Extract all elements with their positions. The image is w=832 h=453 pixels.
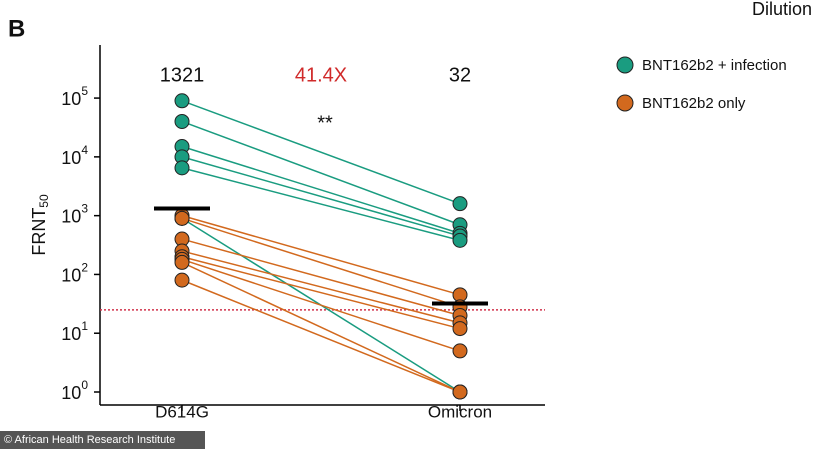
y-tick-exponent: 2 <box>81 261 88 275</box>
y-label-sub: 50 <box>37 194 51 208</box>
x-tick-label: Omicron <box>428 402 492 421</box>
pair-line <box>181 145 461 235</box>
data-point <box>174 272 190 288</box>
y-tick-exponent: 1 <box>81 319 88 333</box>
pair-line <box>181 258 461 352</box>
pair-line <box>181 214 461 296</box>
y-tick-exponent: 4 <box>81 143 88 157</box>
data-point <box>452 384 468 400</box>
y-tick-exponent: 5 <box>81 84 88 98</box>
data-point <box>452 196 468 212</box>
y-tick-base: 10 <box>61 148 81 168</box>
y-tick-label: 100 <box>61 378 88 403</box>
data-point <box>174 113 190 129</box>
gmt-label: 1321 <box>160 64 205 86</box>
x-tick-label: D614G <box>155 402 209 421</box>
y-tick-label: 102 <box>61 261 88 286</box>
legend-label: BNT162b2 + infection <box>642 57 787 74</box>
pair-line <box>181 167 461 242</box>
watermark-bg <box>0 431 205 449</box>
y-tick-label: 103 <box>61 202 88 227</box>
y-axis-label: FRNT50 <box>29 194 51 256</box>
pair-line <box>181 156 461 237</box>
y-tick-base: 10 <box>61 89 81 109</box>
top-text: Dilution <box>752 0 812 19</box>
legend-marker <box>616 56 634 74</box>
panel-label: B <box>8 15 25 42</box>
fold-label: 41.4X <box>295 64 347 86</box>
y-tick-base: 10 <box>61 324 81 344</box>
data-point <box>452 321 468 337</box>
pair-line <box>181 100 461 205</box>
data-point <box>174 93 190 109</box>
watermark: © African Health Research Institute <box>4 434 175 446</box>
pair-line <box>181 279 461 393</box>
data-point <box>174 210 190 226</box>
y-label-main: FRNT <box>29 208 49 256</box>
data-point <box>174 160 190 176</box>
y-tick-label: 105 <box>61 84 88 109</box>
pair-line <box>181 250 461 324</box>
y-tick-exponent: 3 <box>81 202 88 216</box>
data-point <box>452 232 468 248</box>
gmt-label: 32 <box>449 64 471 86</box>
legend-label: BNT162b2 only <box>642 95 746 112</box>
data-point <box>174 254 190 270</box>
y-tick-base: 10 <box>61 265 81 285</box>
significance: ** <box>317 112 333 134</box>
y-tick-base: 10 <box>61 383 81 403</box>
pair-line <box>181 261 461 393</box>
y-tick-exponent: 0 <box>81 378 88 392</box>
legend-marker <box>616 94 634 112</box>
y-tick-base: 10 <box>61 206 81 226</box>
pair-line <box>181 120 461 226</box>
pair-line <box>181 238 461 317</box>
y-tick-label: 101 <box>61 319 88 344</box>
pair-line <box>181 256 461 330</box>
data-point <box>452 343 468 359</box>
y-tick-label: 104 <box>61 143 88 168</box>
pair-line <box>181 217 461 308</box>
